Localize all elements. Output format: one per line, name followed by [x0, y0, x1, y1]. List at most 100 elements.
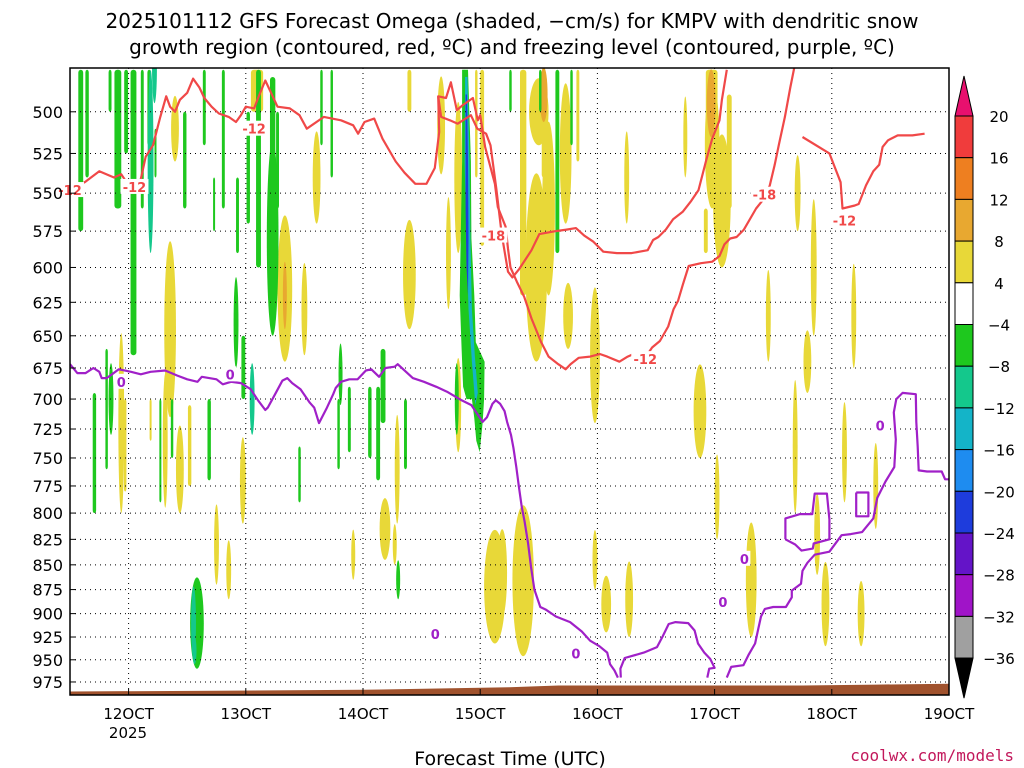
sinking-motion-streak [78, 69, 84, 232]
moderate-sinking-area [147, 69, 154, 254]
colorbar-bin [954, 157, 974, 200]
rising-motion-streak [726, 94, 732, 209]
pressure-tick-label: 700 [32, 390, 63, 409]
sinking-motion-streak [170, 399, 174, 458]
pressure-tick-label: 525 [32, 144, 63, 163]
rising-motion-area [792, 379, 798, 514]
rising-motion-area [239, 437, 246, 524]
sinking-motion-streak [330, 69, 333, 178]
pressure-tick-label: 550 [32, 184, 63, 203]
sinking-motion-streak [207, 399, 211, 481]
strong-rising-area [539, 68, 548, 122]
isotherm-minus-18-contour [437, 69, 728, 279]
terrain-fill [70, 683, 949, 695]
contour-label: 0 [740, 553, 749, 568]
colorbar-tick-label: −8 [988, 358, 1010, 376]
omega-shading [78, 68, 879, 669]
rising-motion-area [745, 522, 757, 638]
sinking-motion-streak [221, 69, 225, 209]
rising-motion-area [693, 364, 707, 458]
sinking-motion-streak [368, 386, 372, 458]
colorbar-bin [954, 365, 974, 409]
pressure-tick-label: 825 [32, 530, 63, 549]
sinking-motion-streak [337, 399, 340, 470]
contour-label-backing [750, 186, 779, 202]
time-tick-label: 13OCT [221, 705, 272, 723]
sinking-motion-streak [124, 69, 129, 154]
sinking-motion-streak [92, 392, 97, 514]
contour-label-backing [569, 645, 582, 661]
sinking-motion-streak [130, 69, 137, 356]
rising-motion-area [394, 414, 400, 524]
rising-motion-area [624, 131, 630, 224]
isotherm-minus-12-contour [801, 132, 925, 210]
colorbar-tick-label: 16 [989, 150, 1008, 168]
time-tick-label: 16OCT [572, 705, 623, 723]
colorbar-bin [954, 449, 974, 492]
colorbar-tick-label: 20 [989, 108, 1008, 126]
freezing-level-contour [725, 391, 949, 679]
sinking-motion-streak [347, 386, 351, 453]
pressure-tick-label: 725 [32, 420, 63, 439]
rising-motion-area [842, 402, 847, 503]
pressure-tick-label: 625 [32, 293, 63, 312]
pressure-tick-label: 950 [32, 651, 63, 670]
pressure-tick-label: 900 [32, 605, 63, 624]
sinking-motion-streak [376, 386, 381, 481]
rising-motion-area [171, 95, 179, 162]
contour-label-backing [716, 594, 729, 610]
isotherm-minus-12-contour [70, 68, 796, 371]
sinking-motion-streak [236, 177, 239, 254]
rising-motion-streak [480, 69, 485, 246]
pressure-tick-label: 875 [32, 581, 63, 600]
pressure-tick-label: 925 [32, 628, 63, 647]
rising-motion-area [601, 575, 612, 633]
sinking-motion-streak [105, 348, 108, 470]
rising-motion-streak [576, 69, 580, 162]
strong-rising-area [282, 261, 287, 330]
contour-label: 0 [876, 419, 885, 434]
rising-motion-streak [475, 69, 478, 178]
rising-motion-area [403, 219, 416, 330]
colorbar-bin [954, 240, 974, 284]
colorbar-tick-label: 12 [989, 191, 1008, 209]
colorbar-bin [954, 324, 974, 367]
rising-motion-area [497, 529, 508, 617]
sinking-motion-area [338, 343, 343, 406]
colorbar-tick-label: −36 [983, 650, 1015, 668]
contour-label-backing [120, 178, 149, 194]
contour-label-backing [115, 373, 128, 389]
temperature-contours [70, 68, 949, 679]
colorbar-bin [954, 532, 974, 576]
sinking-motion-streak [246, 111, 250, 224]
sinking-motion-streak [570, 69, 573, 146]
contour-label: -18 [753, 189, 777, 204]
sinking-motion-streak [320, 69, 323, 146]
sinking-motion-streak [555, 69, 560, 254]
sinking-motion-streak [404, 399, 407, 470]
contour-label-backing [631, 351, 660, 367]
contour-label-backing [224, 366, 237, 382]
contour-label-backing [738, 550, 751, 566]
rising-motion-area [214, 504, 219, 585]
sinking-motion-streak [256, 69, 261, 268]
rising-motion-area [563, 282, 573, 349]
rising-motion-area [118, 333, 125, 514]
sinking-motion-streak [380, 348, 386, 424]
rising-motion-area [454, 101, 463, 254]
colorbar-tick-label: 4 [994, 275, 1004, 293]
contour-label-backing [874, 417, 887, 433]
rising-motion-streak [519, 69, 527, 296]
moderate-sinking-area [152, 68, 157, 104]
colorbar-tick-label: −4 [988, 317, 1010, 335]
rising-motion-area [625, 561, 634, 638]
rising-motion-area [226, 540, 232, 600]
pressure-tick-label: 850 [32, 556, 63, 575]
contour-label-backing [240, 120, 269, 136]
x-axis-label: Forecast Time (UTC) [414, 748, 605, 768]
rising-motion-area [803, 330, 812, 393]
time-tick-label: 18OCT [807, 705, 858, 723]
rising-motion-area [810, 199, 817, 336]
time-tick-label: 15OCT [455, 705, 506, 723]
